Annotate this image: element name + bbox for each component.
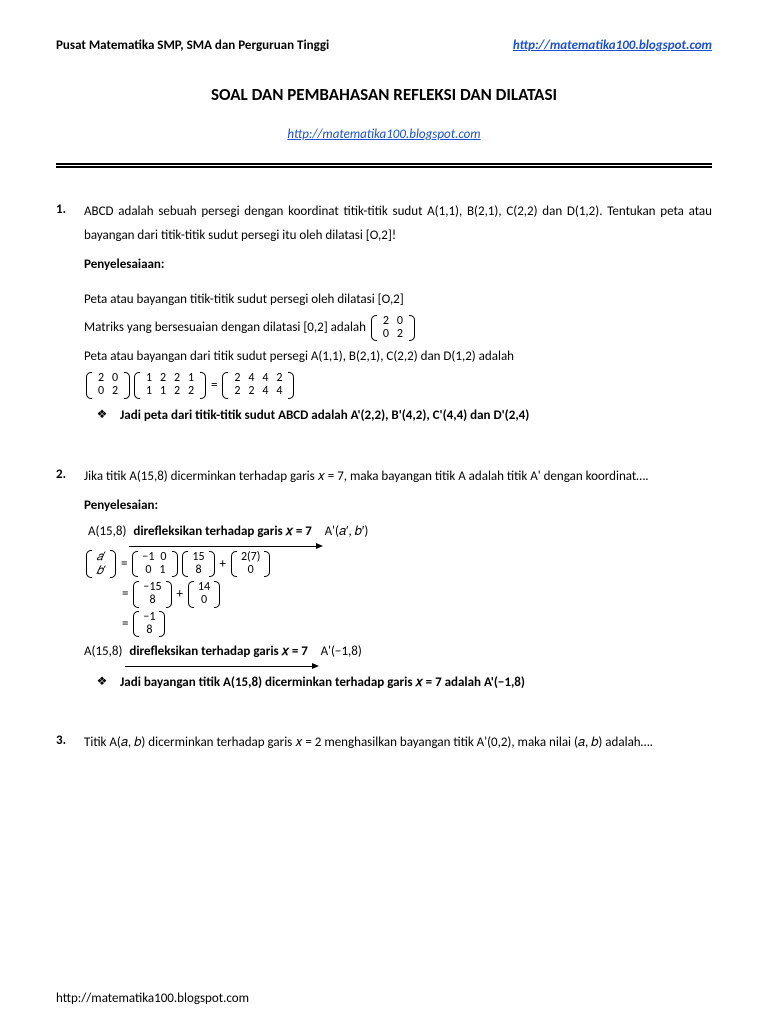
text: A'(𝑎′, 𝑏′) <box>322 524 369 539</box>
bullet-icon: ❖ <box>84 404 120 429</box>
solution-line: Matriks yang bersesuaian dengan dilatasi… <box>84 314 712 343</box>
conclusion: ❖ Jadi peta dari titik-titik sudut ABCD … <box>84 404 712 429</box>
problem-1: 1. ABCD adalah sebuah persegi dengan koo… <box>56 200 712 429</box>
header-source: Pusat Matematika SMP, SMA dan Perguruan … <box>56 36 329 56</box>
matrix: 𝑎′ 𝑏′ <box>86 550 116 578</box>
equation-row: = −1 8 <box>84 611 712 637</box>
question-text: Titik A(𝑎, 𝑏) dicerminkan terhadap garis… <box>84 731 712 756</box>
reflection-line: A(15,8) direfleksikan terhadap garis 𝑥 =… <box>88 520 712 547</box>
conclusion-text: Jadi bayangan titik A(15,8) dicerminkan … <box>120 671 712 696</box>
header-link[interactable]: http://matematika100.blogspot.com <box>513 36 712 56</box>
text: A(15,8) <box>88 524 129 539</box>
matrix: 2442 2244 <box>222 372 294 398</box>
equation-block: 𝑎′ 𝑏′ = −10 01 15 8 + 2(7) 0 <box>84 550 712 637</box>
document-title: SOAL DAN PEMBAHASAN REFLEKSI DAN DILATAS… <box>56 82 712 108</box>
matrix: −1 8 <box>133 611 165 637</box>
matrix: −10 01 <box>132 551 178 577</box>
subtitle-link[interactable]: http://matematika100.blogspot.com <box>56 125 712 145</box>
matrix-equation: 20 02 1221 1122 = 2442 2244 <box>84 372 712 401</box>
arrow-label: direfleksikan terhadap garis 𝑥 = 7 <box>125 640 311 667</box>
matrix: 2(7) 0 <box>231 551 270 577</box>
text: A'(−1,8) <box>318 644 362 659</box>
matrix: 15 8 <box>182 551 214 577</box>
reflection-line: A(15,8) direfleksikan terhadap garis 𝑥 =… <box>84 640 712 667</box>
problem-number: 3. <box>56 731 84 758</box>
document-page: Pusat Matematika SMP, SMA dan Perguruan … <box>0 0 768 1024</box>
solution-line: Peta atau bayangan dari titik sudut pers… <box>84 345 712 370</box>
conclusion: ❖ Jadi bayangan titik A(15,8) dicerminka… <box>84 671 712 696</box>
equation-row: = −15 8 + 14 0 <box>84 581 712 607</box>
matrix: 1221 1122 <box>134 372 206 398</box>
bullet-icon: ❖ <box>84 671 120 696</box>
text: A(15,8) <box>84 644 125 659</box>
problem-body: Titik A(𝑎, 𝑏) dicerminkan terhadap garis… <box>84 731 712 758</box>
matrix: 20 02 <box>86 372 130 398</box>
question-text: ABCD adalah sebuah persegi dengan koordi… <box>84 200 712 249</box>
problem-body: ABCD adalah sebuah persegi dengan koordi… <box>84 200 712 429</box>
question-text: Jika titik A(15,8) dicerminkan terhadap … <box>84 465 712 490</box>
equation-row: 𝑎′ 𝑏′ = −10 01 15 8 + 2(7) 0 <box>84 550 712 578</box>
problem-body: Jika titik A(15,8) dicerminkan terhadap … <box>84 465 712 696</box>
solution-label: Penyelesaian: <box>84 494 712 519</box>
matrix: −15 8 <box>133 581 171 607</box>
page-header: Pusat Matematika SMP, SMA dan Perguruan … <box>56 36 712 56</box>
conclusion-text: Jadi peta dari titik-titik sudut ABCD ad… <box>120 404 712 429</box>
page-footer: http://matematika100.blogspot.com <box>56 989 249 1009</box>
problem-2: 2. Jika titik A(15,8) dicerminkan terhad… <box>56 465 712 696</box>
horizontal-double-rule <box>56 163 712 168</box>
problem-3: 3. Titik A(𝑎, 𝑏) dicerminkan terhadap ga… <box>56 731 712 758</box>
solution-line: Peta atau bayangan titik-titik sudut per… <box>84 288 712 313</box>
matrix: 20 02 <box>371 315 415 341</box>
matrix: 14 0 <box>188 581 220 607</box>
problem-number: 1. <box>56 200 84 429</box>
solution-label: Penyelesaiaan: <box>84 253 712 278</box>
text: Matriks yang bersesuaian dengan dilatasi… <box>84 320 369 335</box>
problem-number: 2. <box>56 465 84 696</box>
arrow-label: direfleksikan terhadap garis 𝑥 = 7 <box>129 520 315 547</box>
